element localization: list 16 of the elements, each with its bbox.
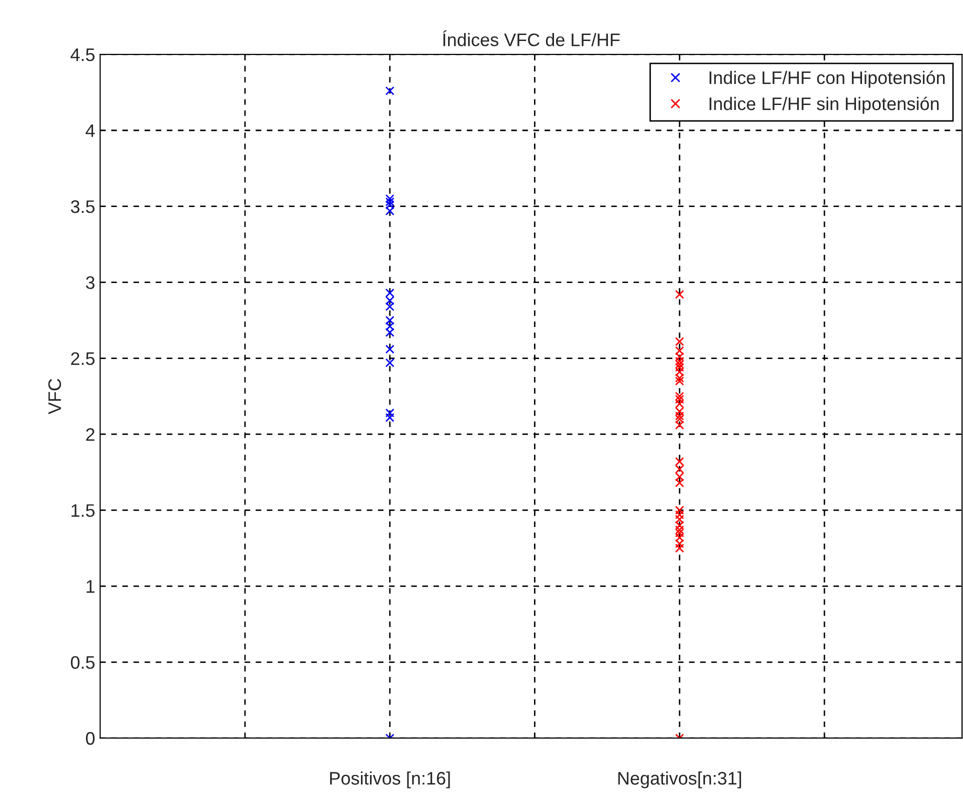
y-tick-label: 0 — [86, 732, 95, 745]
y-axis-title: VFC — [48, 378, 62, 414]
y-tick-label: 4 — [86, 124, 95, 137]
y-tick-label: 3.5 — [70, 200, 95, 214]
y-tick-label: 2.5 — [71, 352, 95, 365]
y-tick-label: 4.5 — [70, 48, 95, 62]
y-tick-label: 1.5 — [72, 504, 95, 517]
y-tick-label: 1 — [86, 580, 94, 593]
chart-title: Índices VFC de LF/HF — [443, 30, 620, 46]
legend-label: Indice LF/HF con Hipotensión — [710, 70, 945, 88]
y-tick-label: 2 — [86, 428, 94, 441]
x-tick-label: Positivos [n:16] — [330, 771, 450, 788]
legend-label: Indice LF/HF sin Hipotensión — [710, 96, 939, 114]
y-tick-label: 3 — [86, 276, 94, 290]
x-tick-label: Negativos[n:31] — [618, 771, 742, 788]
y-tick-label: 0.5 — [70, 656, 95, 669]
